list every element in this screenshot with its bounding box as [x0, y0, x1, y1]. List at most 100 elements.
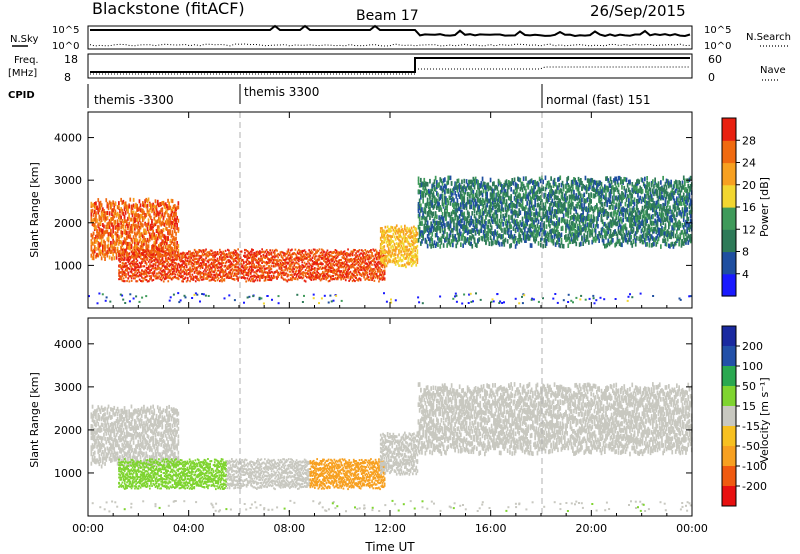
power-cell — [201, 258, 204, 261]
power-cell — [116, 219, 119, 224]
power-cell — [166, 263, 168, 266]
power-cell — [404, 224, 406, 228]
power-cell — [108, 247, 111, 252]
power-cell — [143, 271, 146, 274]
power-cell — [327, 280, 330, 283]
power-cell — [469, 241, 471, 246]
power-cell — [281, 256, 284, 259]
power-cell — [383, 277, 386, 280]
power-cell — [209, 274, 212, 277]
power-cell — [506, 226, 509, 232]
power-cell — [156, 199, 159, 204]
power-cell — [322, 275, 324, 278]
power-cell — [168, 231, 170, 236]
power-cell — [383, 245, 386, 248]
power-cell — [143, 249, 145, 253]
power-cell — [221, 270, 223, 273]
power-cell — [347, 264, 349, 267]
power-cell — [229, 256, 231, 259]
power-cell — [145, 243, 148, 248]
power-cell — [131, 227, 134, 231]
power-cell — [160, 247, 162, 252]
power-cell — [463, 192, 466, 197]
power-cell — [217, 262, 220, 265]
power-cell — [142, 201, 144, 206]
power-cell — [309, 271, 312, 274]
power-cell — [516, 241, 518, 246]
power-cell — [273, 256, 276, 259]
power-cell — [349, 260, 352, 263]
power-cell — [521, 203, 524, 208]
power-cell — [466, 230, 469, 236]
power-cell — [341, 252, 344, 255]
power-cell — [517, 194, 519, 199]
power-cell — [170, 273, 173, 276]
power-cell — [508, 206, 510, 211]
power-cell — [153, 275, 156, 278]
power-cell — [119, 260, 121, 263]
power-cell — [378, 251, 380, 254]
power-cell — [412, 254, 414, 258]
power-cell — [513, 196, 516, 201]
power-cell — [150, 203, 152, 208]
power-cell — [493, 212, 495, 217]
power-cell — [142, 208, 144, 213]
power-cell — [445, 211, 447, 217]
power-cell — [299, 273, 301, 276]
power-cell — [222, 269, 225, 272]
power-cell — [134, 256, 136, 259]
power-cell — [381, 227, 383, 230]
power-cell — [462, 226, 464, 232]
power-cell — [200, 250, 203, 253]
power-cell — [510, 187, 512, 192]
power-cell — [168, 248, 170, 253]
power-cell — [196, 269, 198, 272]
power-cell — [301, 273, 304, 276]
power-cell — [144, 260, 147, 263]
power-cell — [99, 249, 102, 254]
power-cell — [421, 193, 423, 198]
power-cell — [511, 218, 514, 223]
power-cell — [348, 254, 350, 257]
power-cell — [336, 277, 339, 280]
power-cell — [389, 249, 391, 253]
power-cell — [309, 276, 312, 279]
power-cell — [318, 248, 321, 251]
power-cell — [128, 262, 131, 265]
power-cell — [158, 249, 160, 252]
power-cell — [106, 253, 109, 258]
power-cell — [421, 182, 423, 187]
power-cell — [253, 274, 255, 277]
power-cell — [501, 241, 503, 247]
power-cell — [433, 195, 436, 200]
power-cell — [325, 262, 328, 265]
power-cell — [421, 190, 423, 196]
power-cell — [320, 251, 323, 254]
power-cell — [128, 255, 131, 258]
power-cell — [164, 238, 167, 243]
power-cell — [115, 235, 118, 240]
power-cell — [456, 215, 459, 220]
power-cell — [165, 277, 167, 280]
power-cell — [448, 226, 451, 231]
power-cell — [442, 220, 445, 225]
power-cell — [423, 227, 426, 232]
power-cell — [210, 268, 213, 271]
power-cell — [254, 275, 257, 278]
power-cell — [212, 276, 214, 279]
power-cell — [514, 219, 517, 225]
power-cell — [175, 255, 178, 258]
power-cell — [189, 253, 191, 256]
power-cell — [314, 267, 316, 270]
power-cell — [519, 202, 522, 208]
power-cell — [167, 275, 170, 278]
power-cell — [127, 226, 129, 231]
power-cell — [108, 255, 111, 260]
power-cell — [102, 248, 104, 253]
power-cell — [484, 224, 486, 230]
power-cell — [368, 255, 371, 258]
power-cell — [97, 234, 100, 239]
power-cell — [153, 263, 156, 266]
power-cell — [401, 254, 404, 257]
power-cell — [428, 191, 430, 197]
